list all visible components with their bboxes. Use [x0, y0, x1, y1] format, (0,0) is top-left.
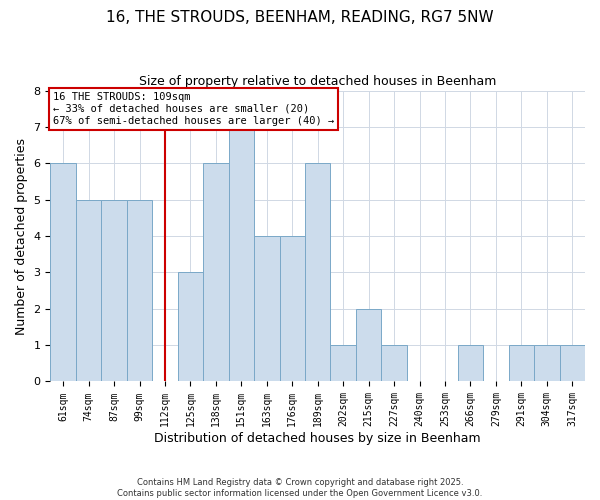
- Bar: [229, 127, 254, 382]
- Text: Contains HM Land Registry data © Crown copyright and database right 2025.
Contai: Contains HM Land Registry data © Crown c…: [118, 478, 482, 498]
- Bar: [356, 308, 382, 382]
- Bar: [76, 200, 101, 382]
- Bar: [101, 200, 127, 382]
- Y-axis label: Number of detached properties: Number of detached properties: [15, 138, 28, 334]
- Bar: [305, 164, 331, 382]
- Bar: [203, 164, 229, 382]
- Bar: [127, 200, 152, 382]
- Text: 16 THE STROUDS: 109sqm
← 33% of detached houses are smaller (20)
67% of semi-det: 16 THE STROUDS: 109sqm ← 33% of detached…: [53, 92, 334, 126]
- Title: Size of property relative to detached houses in Beenham: Size of property relative to detached ho…: [139, 75, 496, 88]
- Bar: [254, 236, 280, 382]
- Bar: [560, 345, 585, 382]
- Bar: [382, 345, 407, 382]
- Bar: [280, 236, 305, 382]
- Bar: [509, 345, 534, 382]
- Bar: [534, 345, 560, 382]
- Bar: [50, 164, 76, 382]
- Bar: [178, 272, 203, 382]
- X-axis label: Distribution of detached houses by size in Beenham: Distribution of detached houses by size …: [154, 432, 481, 445]
- Bar: [458, 345, 483, 382]
- Text: 16, THE STROUDS, BEENHAM, READING, RG7 5NW: 16, THE STROUDS, BEENHAM, READING, RG7 5…: [106, 10, 494, 25]
- Bar: [331, 345, 356, 382]
